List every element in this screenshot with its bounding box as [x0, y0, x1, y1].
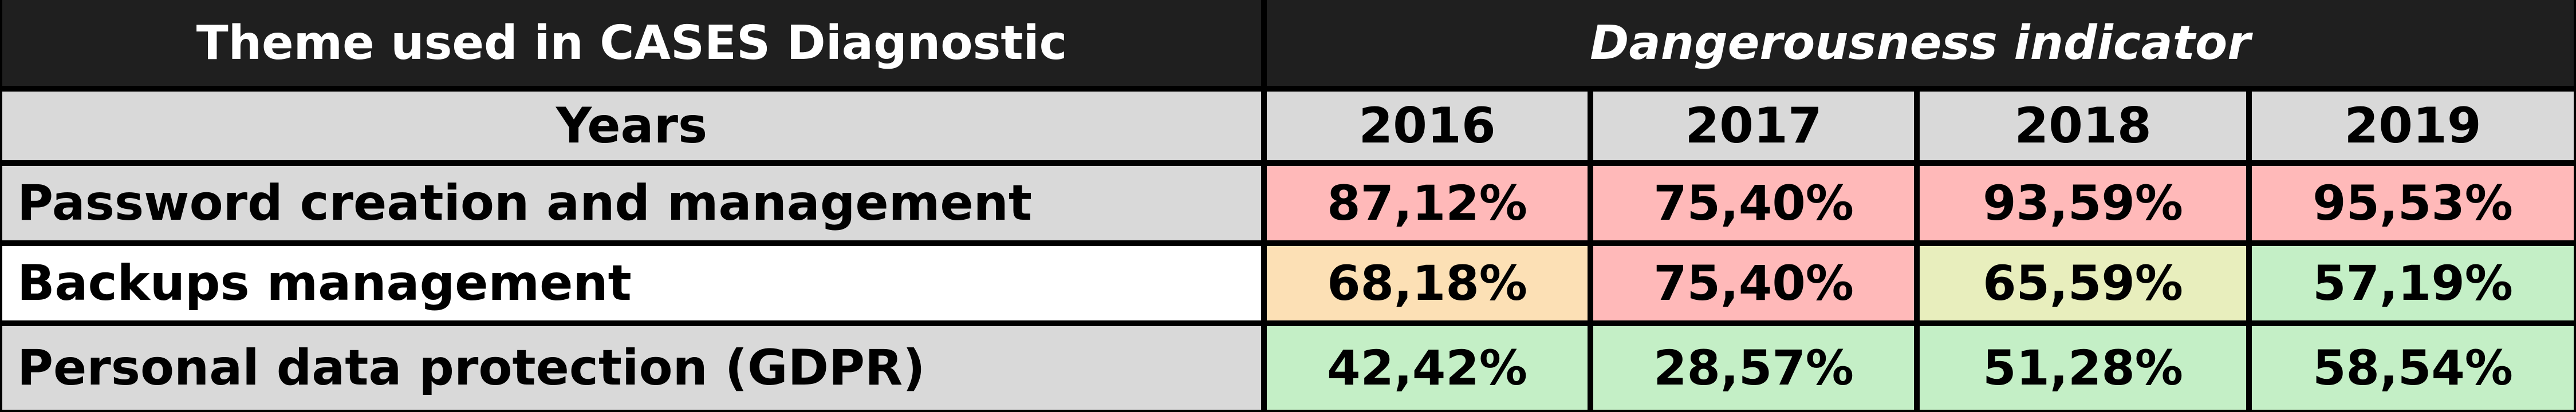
value-text: 57,19%	[2313, 255, 2513, 311]
row-label-text: Personal data protection (GDPR)	[17, 339, 925, 397]
value-cell: 95,53%	[2252, 166, 2574, 240]
value-cell: 42,42%	[1267, 326, 1588, 410]
value-text: 68,18%	[1327, 255, 1527, 311]
value-text: 58,54%	[2313, 340, 2513, 396]
value-text: 75,40%	[1653, 255, 1854, 311]
indicator-header-text: Dangerousness indicator	[1590, 15, 2251, 70]
value-text: 28,57%	[1653, 340, 1854, 396]
year-cell-2016: 2016	[1267, 92, 1588, 160]
value-text: 87,12%	[1327, 175, 1527, 231]
year-cell-2017: 2017	[1593, 92, 1914, 160]
value-text: 51,28%	[1983, 340, 2183, 396]
value-cell: 28,57%	[1593, 326, 1914, 410]
value-text: 65,59%	[1983, 255, 2183, 311]
value-cell: 58,54%	[2252, 326, 2574, 410]
value-text: 95,53%	[2313, 175, 2513, 231]
theme-header: Theme used in CASES Diagnostic	[2, 0, 1261, 86]
row-label-gdpr: Personal data protection (GDPR)	[2, 326, 1261, 410]
value-text: 75,40%	[1653, 175, 1854, 231]
value-cell: 87,12%	[1267, 166, 1588, 240]
year-label: 2017	[1685, 97, 1822, 154]
theme-header-text: Theme used in CASES Diagnostic	[196, 15, 1068, 70]
value-text: 42,42%	[1327, 340, 1527, 396]
row-label-password: Password creation and management	[2, 166, 1261, 240]
value-cell: 75,40%	[1593, 166, 1914, 240]
year-label: 2018	[2014, 97, 2152, 154]
indicator-header: Dangerousness indicator	[1267, 0, 2574, 86]
year-label: 2016	[1358, 97, 1496, 154]
years-label-cell: Years	[2, 92, 1261, 160]
value-cell: 57,19%	[2252, 246, 2574, 320]
value-cell: 51,28%	[1920, 326, 2246, 410]
row-label-backups: Backups management	[2, 246, 1261, 320]
years-label: Years	[556, 97, 708, 154]
row-label-text: Backups management	[17, 255, 632, 312]
value-cell: 68,18%	[1267, 246, 1588, 320]
value-text: 93,59%	[1983, 175, 2183, 231]
row-label-text: Password creation and management	[17, 175, 1032, 232]
value-cell: 93,59%	[1920, 166, 2246, 240]
year-cell-2019: 2019	[2252, 92, 2574, 160]
value-cell: 75,40%	[1593, 246, 1914, 320]
year-label: 2019	[2344, 97, 2482, 154]
value-cell: 65,59%	[1920, 246, 2246, 320]
year-cell-2018: 2018	[1920, 92, 2246, 160]
